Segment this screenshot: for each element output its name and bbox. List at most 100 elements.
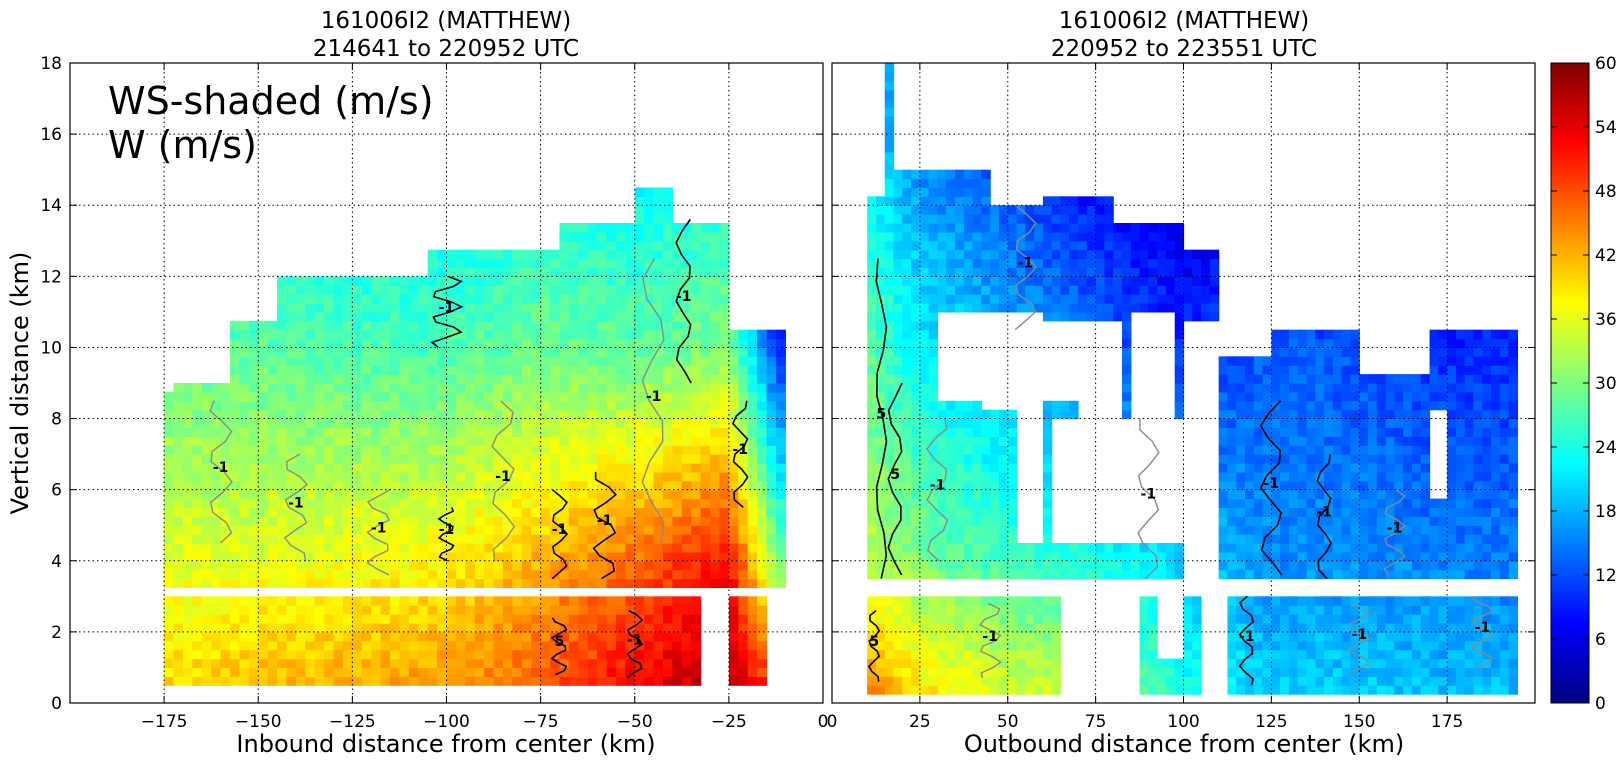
inbound-ws-cell — [221, 623, 231, 632]
inbound-ws-cell — [625, 232, 635, 241]
outbound-ws-cell — [929, 676, 938, 685]
inbound-ws-cell — [691, 614, 701, 623]
inbound-ws-cell — [456, 543, 466, 552]
inbound-ws-cell — [286, 321, 296, 330]
inbound-ws-cell — [616, 525, 626, 534]
inbound-ws-cell — [663, 223, 673, 232]
inbound-ws-cell — [578, 294, 588, 303]
inbound-ws-cell — [719, 232, 729, 241]
outbound-ws-cell — [1333, 623, 1342, 632]
inbound-ws-cell — [286, 659, 296, 668]
outbound-ws-cell — [1227, 499, 1236, 508]
inbound-ws-cell — [371, 463, 381, 472]
outbound-ws-cell — [902, 525, 911, 534]
inbound-ws-cell — [437, 454, 447, 463]
inbound-ws-cell — [616, 427, 626, 436]
inbound-ws-cell — [522, 641, 532, 650]
outbound-ws-cell — [867, 507, 876, 516]
inbound-ws-cell — [268, 623, 278, 632]
outbound-ws-cell — [1254, 650, 1263, 659]
outbound-ws-cell — [1236, 490, 1245, 499]
inbound-ws-cell — [531, 294, 541, 303]
inbound-ws-cell — [258, 374, 268, 383]
inbound-ws-cell — [597, 285, 607, 294]
inbound-ws-cell — [305, 507, 315, 516]
inbound-ws-cell — [211, 596, 221, 605]
outbound-ws-cell — [946, 436, 955, 445]
outbound-ws-cell — [1192, 641, 1201, 650]
inbound-ws-cell — [494, 250, 504, 259]
outbound-ws-cell — [1043, 641, 1052, 650]
outbound-ws-cell — [902, 294, 911, 303]
outbound-ws-cell — [999, 267, 1008, 276]
outbound-ws-cell — [867, 543, 876, 552]
inbound-ws-cell — [315, 294, 325, 303]
inbound-ws-cell — [381, 614, 391, 623]
outbound-ws-cell — [885, 179, 894, 188]
outbound-ws-cell — [973, 250, 982, 259]
inbound-contour-label: -1 — [495, 469, 511, 485]
inbound-ws-cell — [616, 614, 626, 623]
outbound-ws-cell — [1245, 525, 1254, 534]
outbound-ws-cell — [867, 525, 876, 534]
inbound-ws-cell — [672, 383, 682, 392]
outbound-ws-cell — [1052, 410, 1061, 419]
outbound-ws-cell — [1342, 339, 1351, 348]
inbound-ws-cell — [494, 596, 504, 605]
inbound-ws-cell — [447, 427, 457, 436]
inbound-ws-cell — [635, 543, 645, 552]
outbound-ws-cell — [1342, 650, 1351, 659]
inbound-ws-cell — [399, 472, 409, 481]
outbound-ws-cell — [867, 445, 876, 454]
inbound-ws-cell — [701, 223, 711, 232]
outbound-ws-cell — [981, 170, 990, 179]
outbound-ws-cell — [973, 499, 982, 508]
outbound-ws-cell — [1201, 267, 1210, 276]
outbound-ws-cell — [1052, 641, 1061, 650]
outbound-ws-cell — [1025, 667, 1034, 676]
outbound-ws-cell — [1271, 543, 1280, 552]
inbound-ws-cell — [701, 534, 711, 543]
inbound-ws-cell — [616, 267, 626, 276]
inbound-ws-cell — [672, 401, 682, 410]
outbound-ws-cell — [1271, 507, 1280, 516]
inbound-ws-cell — [635, 259, 645, 268]
outbound-ws-cell — [1245, 490, 1254, 499]
outbound-ws-cell — [885, 72, 894, 81]
inbound-ws-cell — [343, 623, 353, 632]
inbound-ws-cell — [221, 410, 231, 419]
outbound-ws-cell — [946, 632, 955, 641]
inbound-ws-cell — [211, 641, 221, 650]
inbound-ws-cell — [654, 650, 664, 659]
inbound-ws-cell — [465, 427, 475, 436]
inbound-ws-cell — [682, 579, 692, 588]
outbound-ws-cell — [1271, 641, 1280, 650]
inbound-ws-cell — [663, 632, 673, 641]
outbound-ws-cell — [1184, 676, 1193, 685]
inbound-ws-cell — [682, 534, 692, 543]
outbound-ws-cell — [1254, 605, 1263, 614]
inbound-ws-cell — [277, 427, 287, 436]
outbound-ws-cell — [1219, 445, 1228, 454]
outbound-ws-cell — [885, 250, 894, 259]
inbound-ws-cell — [644, 374, 654, 383]
inbound-ws-cell — [305, 525, 315, 534]
outbound-ws-cell — [1324, 347, 1333, 356]
inbound-ws-cell — [362, 614, 372, 623]
inbound-ws-cell — [239, 436, 249, 445]
inbound-ws-cell — [767, 490, 777, 499]
outbound-ws-cell — [1254, 676, 1263, 685]
inbound-ws-cell — [428, 294, 438, 303]
inbound-ws-cell — [531, 507, 541, 516]
inbound-ws-cell — [625, 365, 635, 374]
inbound-ws-cell — [635, 347, 645, 356]
inbound-ws-cell — [343, 276, 353, 285]
inbound-ws-cell — [710, 241, 720, 250]
inbound-ws-cell — [286, 623, 296, 632]
inbound-ws-cell — [437, 267, 447, 276]
inbound-ws-cell — [192, 641, 202, 650]
outbound-ws-cell — [1333, 481, 1342, 490]
inbound-ws-cell — [757, 374, 767, 383]
outbound-ws-cell — [1113, 570, 1122, 579]
inbound-ws-cell — [588, 463, 598, 472]
